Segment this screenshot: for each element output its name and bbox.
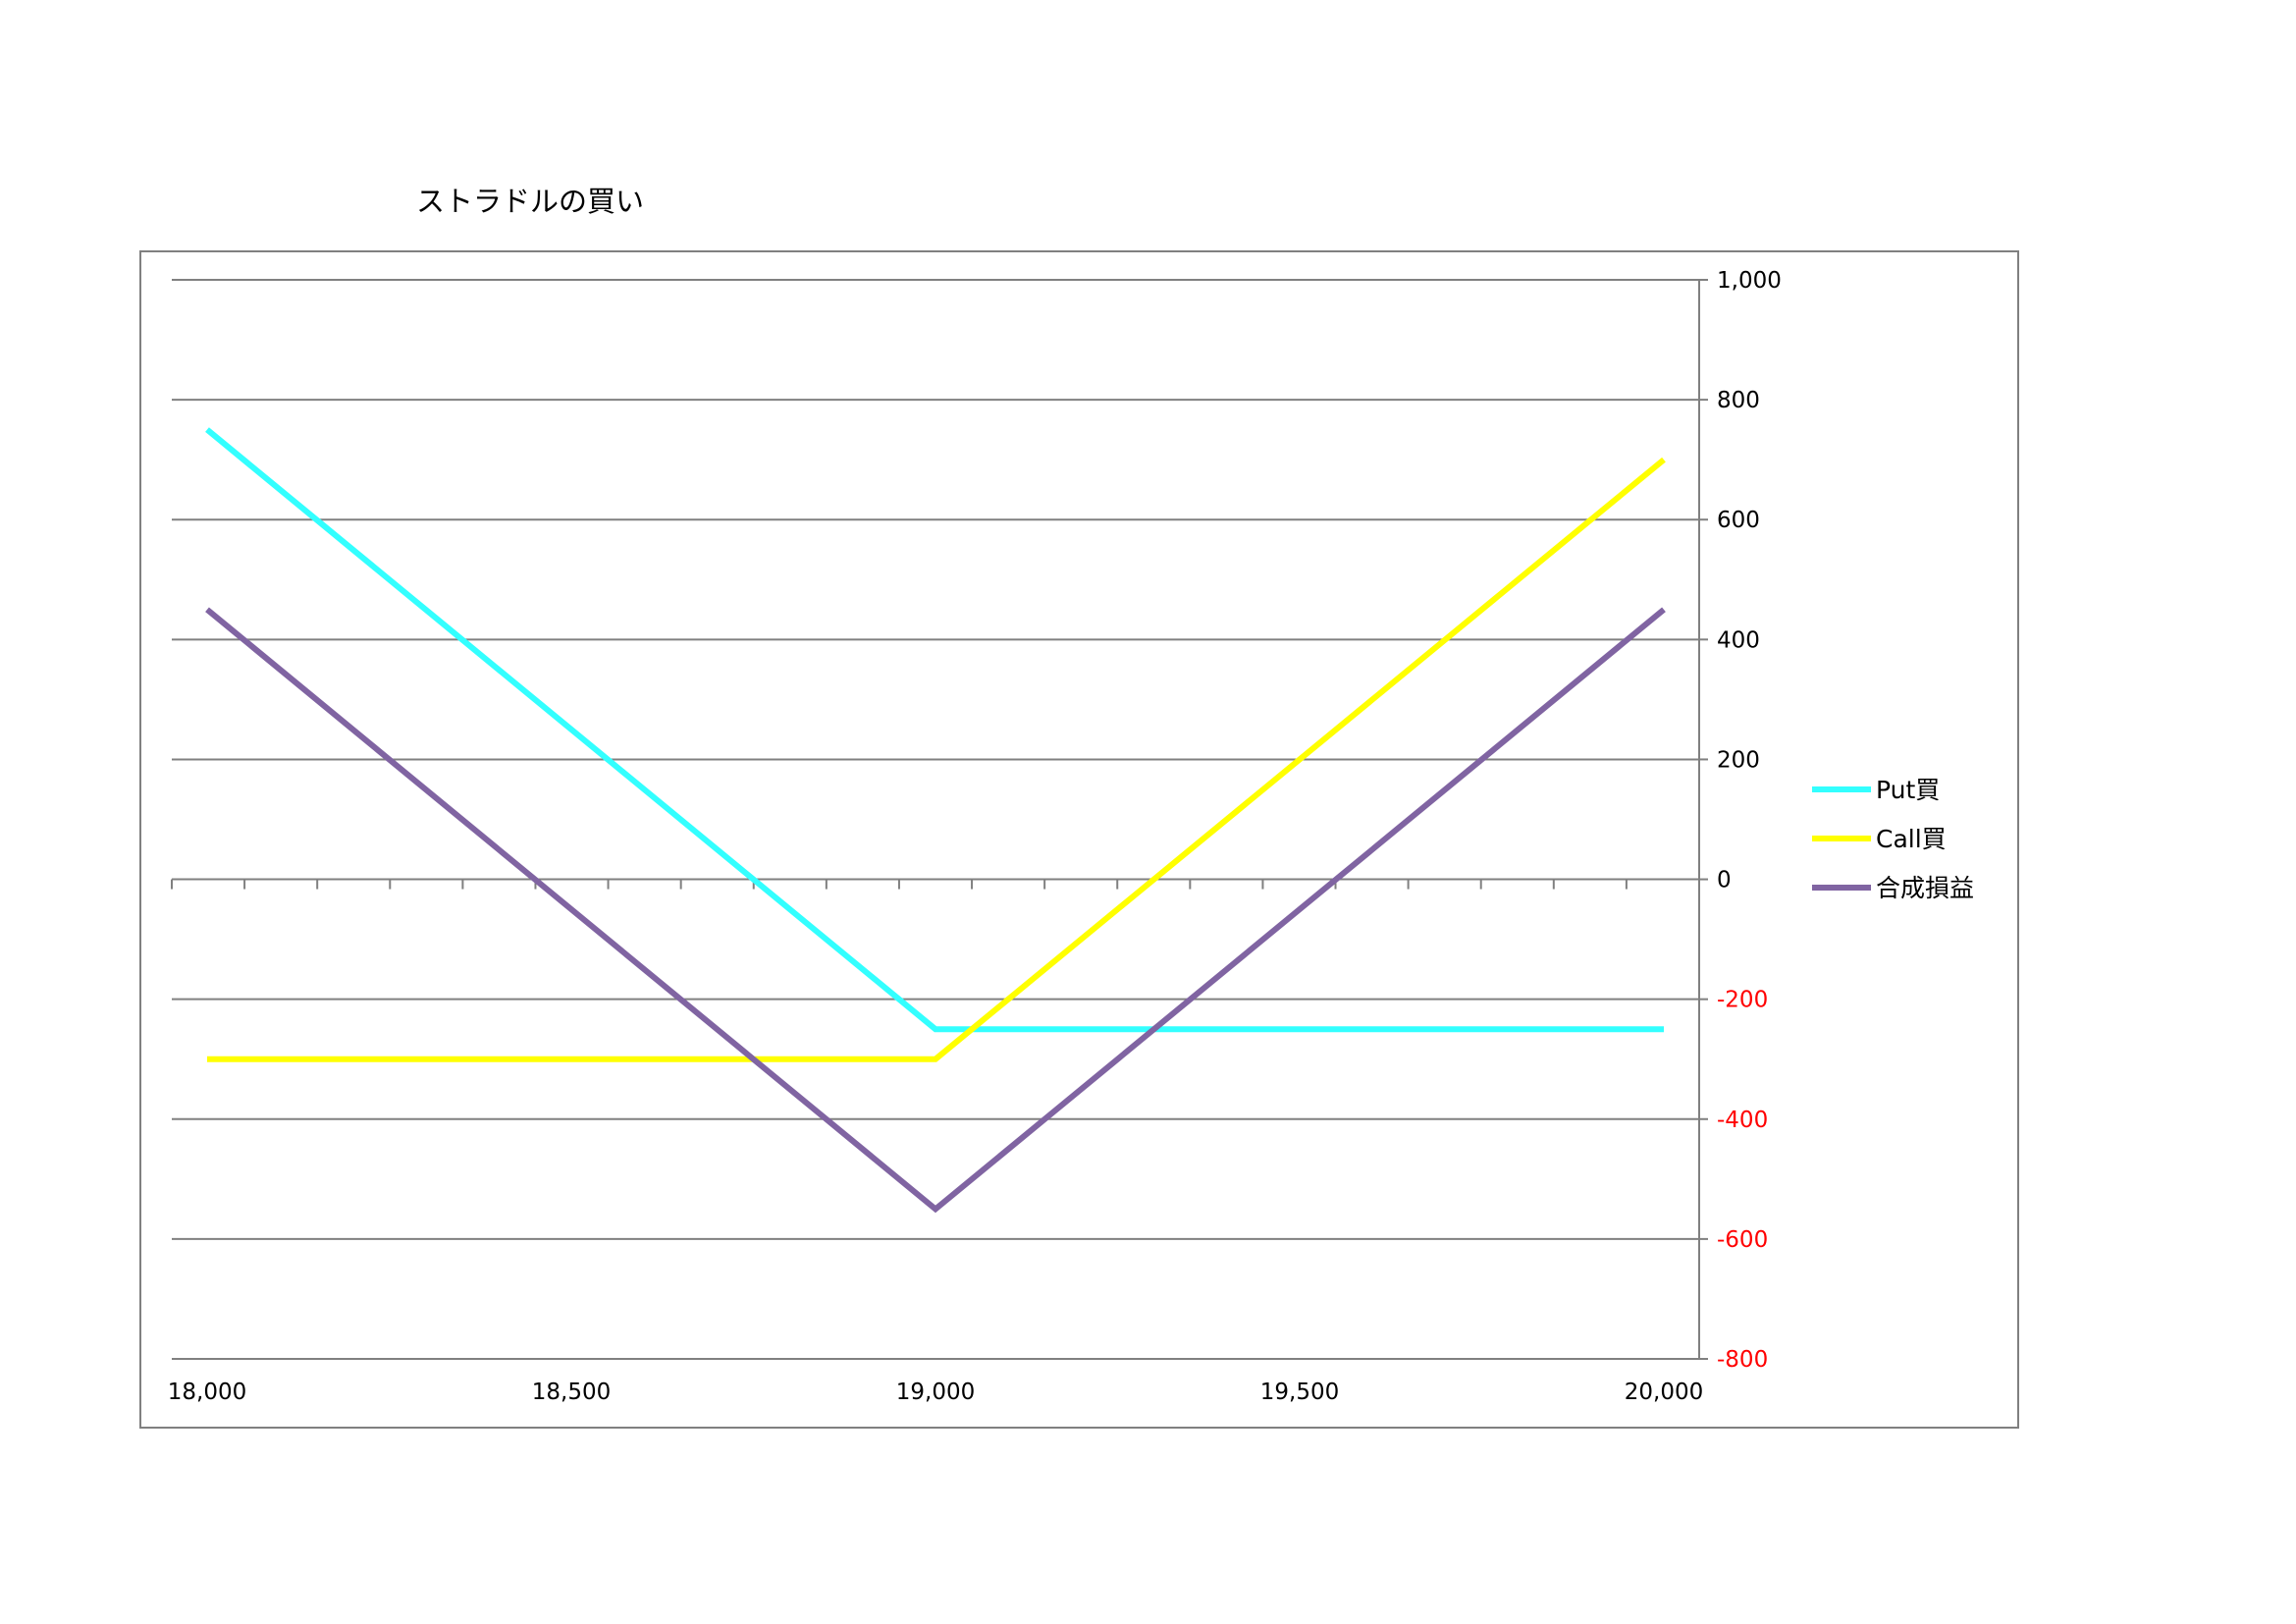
series-line (205, 607, 1666, 1214)
x-tick-label: 19,000 (896, 1380, 975, 1405)
legend-entry: Call買 (1876, 825, 1947, 853)
gridlines (172, 279, 1699, 1360)
y-tick-label: 600 (1717, 508, 1760, 533)
y-tick-label: -400 (1717, 1108, 1768, 1133)
y-tick-label: -600 (1717, 1227, 1768, 1253)
y-tick-label: 400 (1717, 627, 1760, 653)
y-tick-label: 200 (1717, 747, 1760, 773)
series-line (207, 457, 1666, 1062)
y-tick-label: 1,000 (1717, 268, 1782, 294)
series-line (205, 427, 1664, 1033)
y-tick-label: 800 (1717, 388, 1760, 413)
x-tick-label: 18,500 (532, 1380, 611, 1405)
y-tick-label: -800 (1717, 1347, 1768, 1373)
legend-entry: Put買 (1876, 776, 1940, 804)
y-tick-label: -200 (1717, 988, 1768, 1013)
chart-title: ストラドルの買い (416, 185, 645, 218)
legend-entry: 合成損益 (1876, 874, 1974, 902)
chart-frame (139, 250, 2019, 1429)
x-tick-label: 20,000 (1625, 1380, 1703, 1405)
x-tick-label: 19,500 (1260, 1380, 1339, 1405)
y-tick-label: 0 (1717, 868, 1732, 893)
axes: 1,000 800 600 400 200 0 -200 -400 -600 -800 18,000… (168, 268, 1782, 1405)
x-tick-label: 18,000 (168, 1380, 246, 1405)
series-lines (205, 427, 1666, 1214)
